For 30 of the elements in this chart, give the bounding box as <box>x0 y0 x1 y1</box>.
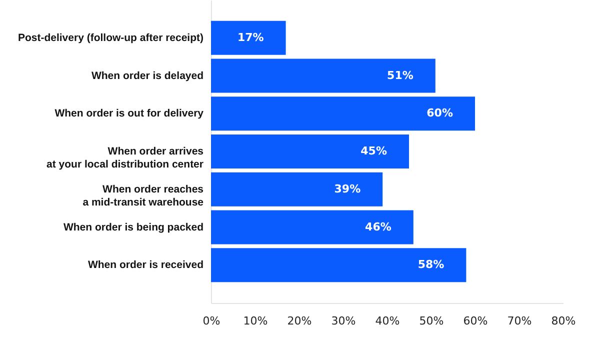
bar <box>211 172 383 206</box>
y-tick-label: When order is out for delivery <box>54 108 204 120</box>
bar <box>211 20 286 55</box>
x-tick-label: 40% <box>375 314 400 328</box>
data-label: 51% <box>387 68 414 82</box>
y-tick-label: When order is being packed <box>63 221 204 234</box>
data-label: 46% <box>365 220 392 234</box>
y-tick-label: When order is received <box>88 259 204 272</box>
x-tick-label: 30% <box>331 314 356 328</box>
x-tick-label: 60% <box>463 314 488 328</box>
y-tick-label: When order arrives at your local distribution center <box>46 146 204 170</box>
data-label: 45% <box>360 144 387 158</box>
x-tick-label: 80% <box>551 314 576 328</box>
y-tick-label: When order reaches a mid-transit warehouse <box>82 183 204 208</box>
data-label: 17% <box>237 30 264 44</box>
x-tick-label: 50% <box>419 314 444 328</box>
x-tick-label: 10% <box>243 314 268 328</box>
bar <box>211 248 466 282</box>
bar <box>211 134 409 169</box>
data-label: 58% <box>418 258 444 272</box>
y-tick-label: Post-delivery (follow-up after receipt) <box>18 32 204 44</box>
x-tick-label: 20% <box>287 314 312 328</box>
data-label: 60% <box>426 106 453 120</box>
bar <box>211 96 475 131</box>
x-tick-label: 70% <box>507 314 532 328</box>
data-label: 39% <box>334 182 361 196</box>
y-tick-label: When order is delayed <box>91 70 204 82</box>
x-tick-label: 0% <box>202 314 220 328</box>
bar <box>211 210 414 244</box>
bar <box>211 58 436 93</box>
